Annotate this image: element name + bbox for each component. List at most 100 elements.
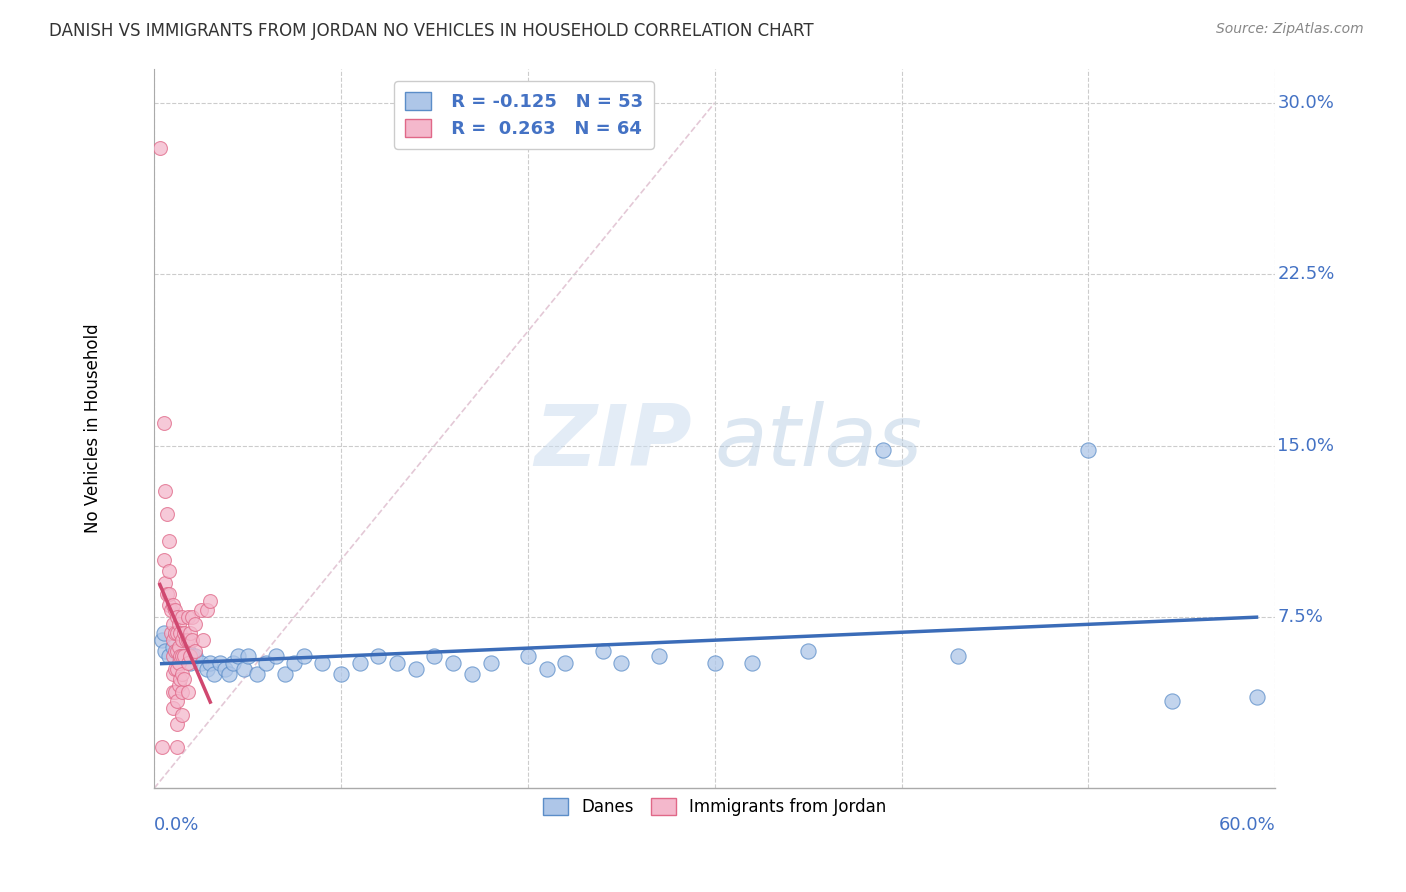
Point: [423, 648, 446, 663]
Point: [169, 672, 191, 686]
Point: [180, 632, 202, 647]
Point: [162, 616, 184, 631]
Point: [163, 625, 186, 640]
Point: [179, 625, 201, 640]
Point: [167, 616, 190, 631]
Point: [264, 648, 287, 663]
Point: [162, 701, 184, 715]
Text: 7.5%: 7.5%: [1278, 607, 1323, 626]
Point: [152, 416, 174, 430]
Point: [461, 667, 484, 681]
Point: [311, 656, 333, 670]
Point: [195, 662, 218, 676]
Point: [174, 632, 197, 647]
Point: [177, 656, 200, 670]
Point: [202, 667, 225, 681]
Point: [166, 662, 188, 676]
Text: Source: ZipAtlas.com: Source: ZipAtlas.com: [1216, 22, 1364, 37]
Point: [177, 610, 200, 624]
Point: [283, 656, 305, 670]
Point: [157, 534, 180, 549]
Point: [166, 740, 188, 755]
Point: [554, 656, 576, 670]
Text: DANISH VS IMMIGRANTS FROM JORDAN NO VEHICLES IN HOUSEHOLD CORRELATION CHART: DANISH VS IMMIGRANTS FROM JORDAN NO VEHI…: [49, 22, 814, 40]
Point: [169, 648, 191, 663]
Text: atlas: atlas: [714, 401, 922, 484]
Point: [156, 587, 179, 601]
Point: [292, 648, 315, 663]
Point: [741, 656, 763, 670]
Point: [163, 644, 186, 658]
Point: [160, 603, 183, 617]
Point: [405, 662, 427, 676]
Point: [149, 141, 172, 155]
Point: [162, 648, 184, 663]
Point: [162, 685, 184, 699]
Point: [190, 656, 212, 670]
Text: No Vehicles in Household: No Vehicles in Household: [83, 324, 101, 533]
Point: [516, 648, 538, 663]
Point: [150, 632, 173, 647]
Point: [946, 648, 969, 663]
Point: [166, 694, 188, 708]
Point: [441, 656, 464, 670]
Point: [169, 625, 191, 640]
Point: [167, 648, 190, 663]
Point: [246, 667, 269, 681]
Point: [208, 656, 231, 670]
Point: [479, 656, 502, 670]
Point: [200, 594, 222, 608]
Point: [236, 648, 259, 663]
Point: [254, 656, 277, 670]
Point: [172, 648, 194, 663]
Point: [385, 656, 408, 670]
Point: [703, 656, 725, 670]
Point: [179, 648, 201, 663]
Point: [180, 648, 202, 663]
Point: [1161, 694, 1184, 708]
Point: [162, 667, 184, 681]
Point: [167, 640, 190, 654]
Point: [162, 632, 184, 647]
Point: [173, 625, 195, 640]
Point: [155, 484, 177, 499]
Point: [163, 685, 186, 699]
Point: [200, 656, 222, 670]
Point: [172, 667, 194, 681]
Point: [162, 599, 184, 613]
Point: [155, 644, 177, 658]
Point: [167, 678, 190, 692]
Point: [610, 656, 633, 670]
Point: [166, 717, 188, 731]
Point: [166, 625, 188, 640]
Point: [173, 672, 195, 686]
Point: [195, 603, 218, 617]
Point: [152, 625, 174, 640]
Point: [157, 648, 180, 663]
Point: [180, 610, 202, 624]
Point: [184, 648, 207, 663]
Point: [349, 656, 371, 670]
Point: [155, 575, 177, 590]
Point: [1077, 443, 1099, 458]
Legend: Danes, Immigrants from Jordan: Danes, Immigrants from Jordan: [537, 791, 893, 823]
Point: [184, 616, 207, 631]
Point: [177, 632, 200, 647]
Text: 30.0%: 30.0%: [1278, 94, 1334, 112]
Point: [218, 667, 240, 681]
Point: [367, 648, 389, 663]
Point: [797, 644, 820, 658]
Point: [167, 656, 190, 670]
Point: [647, 648, 669, 663]
Point: [232, 662, 254, 676]
Point: [163, 662, 186, 676]
Point: [160, 625, 183, 640]
Point: [157, 564, 180, 578]
Point: [172, 708, 194, 723]
Point: [274, 667, 297, 681]
Point: [872, 443, 894, 458]
Point: [177, 644, 200, 658]
Point: [330, 667, 353, 681]
Point: [157, 599, 180, 613]
Point: [150, 740, 173, 755]
